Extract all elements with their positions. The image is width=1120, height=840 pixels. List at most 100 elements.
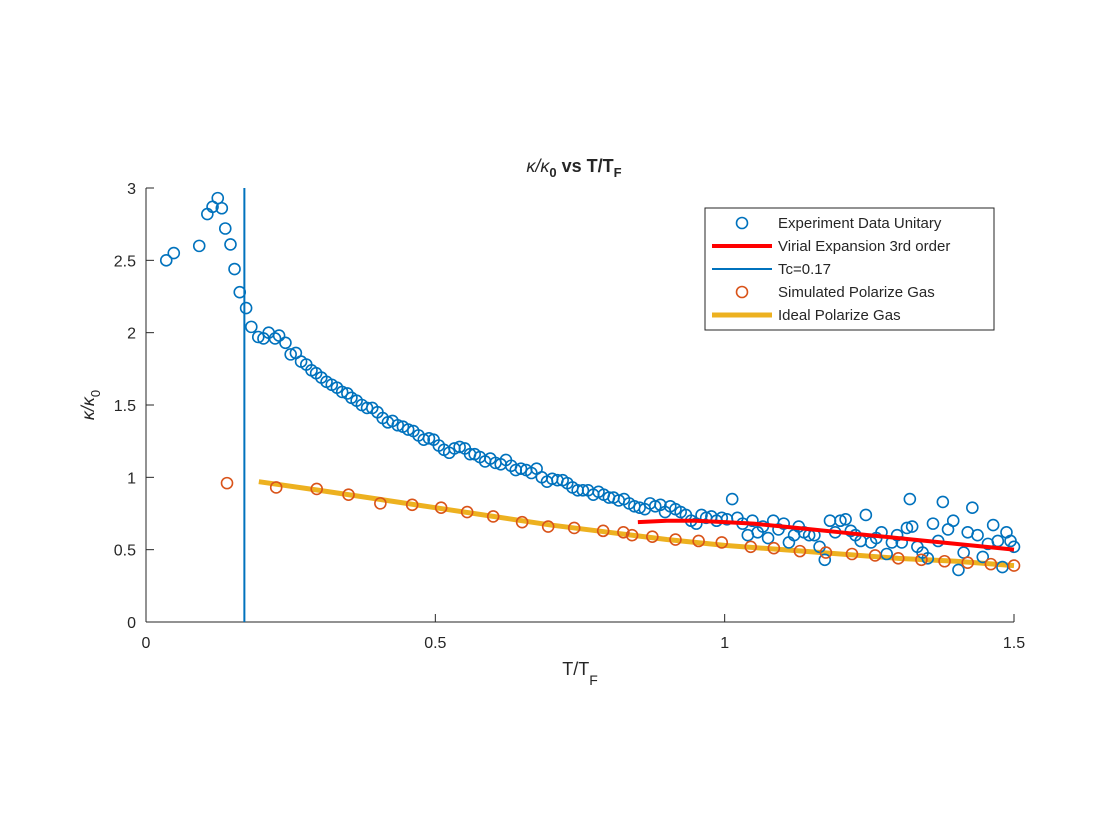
simulated-point <box>646 530 659 543</box>
experiment-point <box>233 285 247 299</box>
experiment-point <box>360 401 374 415</box>
simulated-point <box>567 521 581 535</box>
experiment-point <box>777 517 790 530</box>
experiment-point <box>159 254 173 267</box>
experiment-point <box>746 514 759 528</box>
simulated-point <box>310 482 324 496</box>
simulated-point <box>669 533 682 546</box>
virial-expansion-line <box>637 518 1015 552</box>
simulated-point <box>961 556 975 569</box>
plot-area <box>159 188 1021 622</box>
x-tick-label: 0.5 <box>424 635 446 652</box>
experiment-point <box>228 262 241 276</box>
simulated-point <box>868 549 882 562</box>
y-axis-label: κ/κ0 <box>78 390 103 420</box>
simulated-point <box>434 501 448 515</box>
experiment-point <box>218 222 232 235</box>
legend-ideal-label: Ideal Polarize Gas <box>778 307 901 324</box>
simulated-point <box>269 481 283 494</box>
axis-ticks: 0 0.5 1 1.5 0 0.5 1 1.5 2 2.5 3 <box>114 181 1025 652</box>
y-tick-label: 1.5 <box>114 398 136 415</box>
experiment-point <box>761 531 775 545</box>
simulated-point <box>915 553 928 567</box>
simulated-point <box>625 528 639 542</box>
experiment-point <box>1007 540 1021 554</box>
simulated-point <box>845 547 859 561</box>
legend-virial-label: Virial Expansion 3rd order <box>778 238 950 255</box>
experiment-point <box>224 238 237 251</box>
experiment-point <box>648 499 662 513</box>
simulated-point <box>767 541 781 555</box>
experiment-point <box>905 520 919 533</box>
experiment-point <box>453 440 466 454</box>
x-tick-label: 0 <box>142 635 151 652</box>
simulated-point <box>617 526 630 539</box>
simulated-point <box>984 557 998 571</box>
experiment-point <box>936 495 950 509</box>
legend-tc-label: Tc=0.17 <box>778 261 831 278</box>
y-tick-label: 0.5 <box>114 543 136 560</box>
experiment-point <box>401 423 415 436</box>
simulated-point <box>374 497 387 510</box>
y-tick-label: 1 <box>127 470 136 487</box>
x-axis-label: T/TF <box>562 659 598 688</box>
experiment-point <box>946 514 960 528</box>
simulated-point <box>744 540 758 554</box>
y-tick-label: 2 <box>127 326 136 343</box>
experiment-point <box>971 528 984 542</box>
experiment-point <box>341 387 354 400</box>
experiment-point <box>284 348 297 361</box>
experiment-point <box>335 385 349 399</box>
experiment-point <box>251 330 265 344</box>
experiment-point <box>903 492 917 506</box>
experiment-point <box>859 508 873 522</box>
experiment-point <box>921 552 935 565</box>
experiment-point <box>900 521 914 535</box>
experiment-point <box>576 484 590 497</box>
experiment-point <box>966 501 979 515</box>
experiment-point <box>391 418 405 432</box>
y-tick-label: 0 <box>127 615 136 632</box>
x-tick-label: 1 <box>720 635 729 652</box>
simulated-point <box>938 554 951 568</box>
simulated-point <box>541 520 555 533</box>
experiment-point <box>952 563 965 577</box>
experiment-point <box>279 336 292 350</box>
legend-experiment-marker <box>735 216 749 230</box>
simulated-point <box>715 536 729 549</box>
experiment-point <box>417 433 431 447</box>
experiment-point <box>514 462 528 475</box>
simulated-point <box>486 510 500 523</box>
simulated-point <box>793 544 807 558</box>
simulated-point <box>692 534 705 548</box>
simulated-point <box>220 476 234 490</box>
experiment-point <box>633 501 646 515</box>
simulated-point <box>405 498 419 512</box>
simulated-point <box>891 552 905 565</box>
simulated-point <box>1007 559 1021 572</box>
experiment-point <box>239 301 253 315</box>
y-tick-label: 3 <box>127 181 136 198</box>
experiment-point <box>725 492 739 506</box>
simulated-point <box>819 546 833 559</box>
experiment-point <box>167 246 181 260</box>
legend-experiment-label: Experiment Data Unitary <box>778 215 942 232</box>
experiment-point <box>834 514 847 528</box>
experiment-point <box>926 517 940 530</box>
experiment-point <box>192 239 206 253</box>
experiment-point <box>986 518 1000 532</box>
simulated-point <box>342 488 355 501</box>
experiment-point <box>839 512 852 526</box>
experiment-point <box>245 320 258 334</box>
y-tick-label: 2.5 <box>114 253 136 270</box>
legend-simulated-label: Simulated Polarize Gas <box>778 284 935 301</box>
simulated-point <box>596 524 610 538</box>
legend: Experiment Data Unitary Virial Expansion … <box>704 207 995 331</box>
experiment-point <box>976 550 990 564</box>
simulated-point <box>515 515 529 529</box>
simulated-point <box>460 505 474 519</box>
x-tick-label: 1.5 <box>1003 635 1025 652</box>
legend-simulated-marker <box>735 285 749 299</box>
